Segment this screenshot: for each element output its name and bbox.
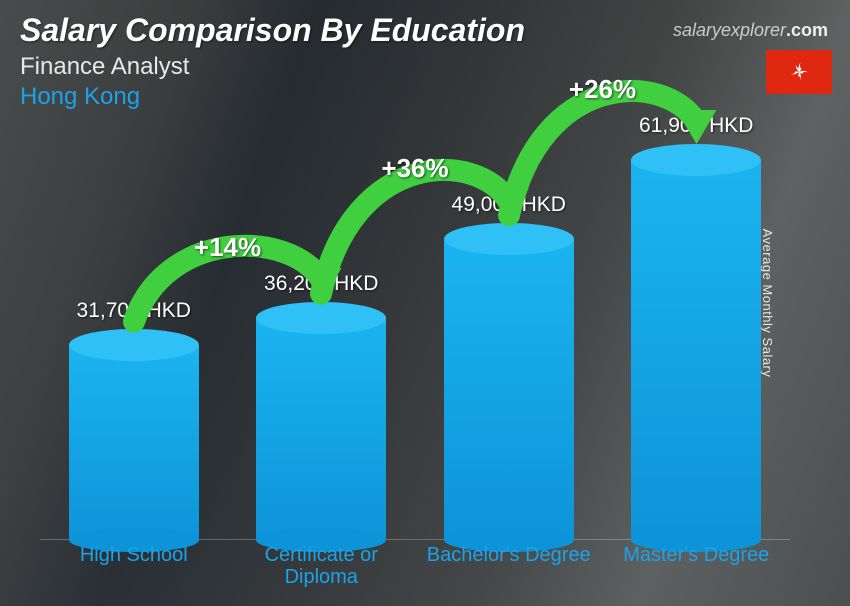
watermark: salaryexplorer.com (673, 20, 828, 41)
bar (631, 160, 761, 540)
bar-top-ellipse (444, 223, 574, 255)
bar (69, 345, 199, 540)
bar (256, 318, 386, 540)
bar-label: Master's Degree (606, 544, 786, 588)
watermark-suffix: .com (786, 20, 828, 40)
bar-value: 61,900 HKD (639, 114, 753, 138)
bar-top-ellipse (256, 302, 386, 334)
salary-chart: 31,700 HKD High School 36,200 HKD Certifica… (40, 68, 790, 588)
bar-label: High School (44, 544, 224, 588)
bar-label: Certificate or Diploma (231, 544, 411, 588)
bar-top-ellipse (69, 329, 199, 361)
watermark-prefix: salaryexplorer (673, 20, 786, 40)
increase-label: +36% (381, 153, 448, 184)
bar-value: 49,000 HKD (452, 193, 566, 217)
bar-label: Bachelor's Degree (419, 544, 599, 588)
increase-label: +26% (569, 74, 636, 105)
bar-value: 36,200 HKD (264, 272, 378, 296)
bar (444, 239, 574, 540)
bar-value: 31,700 HKD (77, 299, 191, 323)
bar-top-ellipse (631, 144, 761, 176)
increase-label: +14% (194, 232, 261, 263)
